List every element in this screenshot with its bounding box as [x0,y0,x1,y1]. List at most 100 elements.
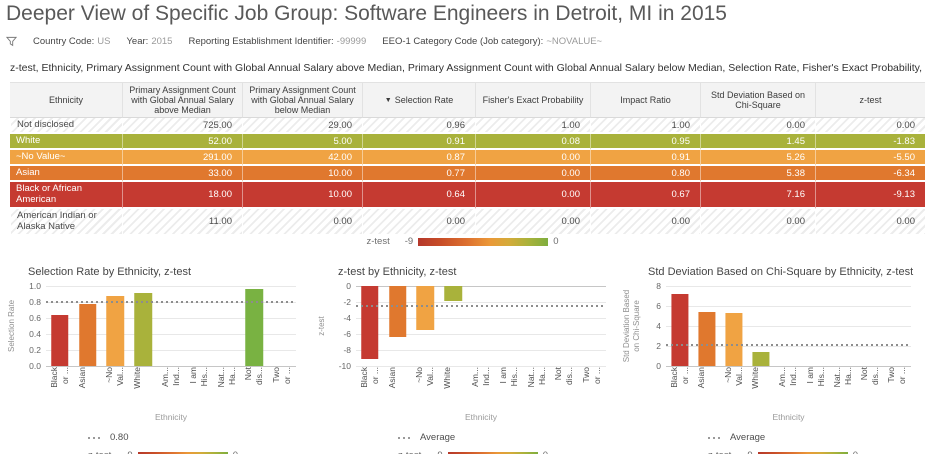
column-header-5[interactable]: Impact Ratio [590,82,700,118]
x-tick-label[interactable]: Two or ... [271,367,292,385]
x-tick-label[interactable]: Black or ... [358,367,380,388]
reference-line[interactable] [356,305,606,308]
color-gradient-bar [757,451,848,454]
x-tick-label[interactable]: I am His... [187,367,209,387]
x-tick-label[interactable]: ~No Val... [723,367,744,386]
x-tick-label[interactable]: Not dis... [859,367,880,385]
refline-legend[interactable]: Average [708,432,925,443]
x-tick-slot: White [439,366,467,412]
bar[interactable] [725,313,743,366]
filter-item-3[interactable]: EEO-1 Category Code (Job category): ~NOVA… [382,36,602,47]
x-tick-label[interactable]: White [442,367,453,389]
x-tick-slot: Nat... Ha... [829,366,856,412]
x-tick-label[interactable]: Am... Ind... [777,367,799,387]
value-cell: 0.80 [590,166,700,182]
y-tick-label: 0.4 [29,329,41,339]
legend-max: 0 [853,450,858,454]
filter-item-0[interactable]: Country Code: US [33,36,110,47]
gradient-legend[interactable]: z-test -9 0 [398,450,620,454]
x-tick-label[interactable]: ~No Val... [104,367,126,386]
x-tick-label[interactable]: Asian [695,367,706,389]
bar[interactable] [78,304,97,366]
filter-item-1[interactable]: Year: 2015 [126,36,172,47]
x-tick-label[interactable]: Two or ... [886,367,907,385]
x-tick-label[interactable]: Nat... Ha... [525,367,547,388]
table-row[interactable]: American Indian or Alaska Native 11.00 0.0… [10,208,925,236]
table-row[interactable]: Black or African American 18.00 10.00 0.64 0… [10,182,925,209]
bar[interactable] [444,286,462,301]
value-cell: 42.00 [242,150,362,166]
reference-line[interactable] [46,301,296,303]
column-header-3[interactable]: ▼ Selection Rate [362,82,475,118]
gradient-legend[interactable]: z-test -9 0 [88,450,310,454]
chart-body: z-test 0 -2 -4 -6 -8 -10 Black or ... Asian ~No V… [314,281,620,424]
gridline [666,366,911,367]
x-tick-slot: Asian [74,366,102,412]
table-color-legend[interactable]: z-test -9 0 [0,236,925,247]
x-tick-label[interactable]: White [132,367,143,389]
gridline [666,326,911,327]
x-tick-label[interactable]: Am... Ind... [470,367,491,387]
value-cell: 0.00 [475,150,590,166]
value-cell: 1.00 [590,118,700,134]
gridline [666,286,911,287]
reference-line[interactable] [666,343,911,346]
x-tick-label[interactable]: I am His... [804,367,826,387]
x-tick-label[interactable]: White [750,367,761,389]
column-header-0[interactable]: Ethnicity [10,82,122,118]
x-tick-label[interactable]: Nat... Ha... [215,367,237,388]
bar[interactable] [134,293,152,366]
x-tick-label[interactable]: Am... Ind... [160,367,181,387]
y-tick-label: 0 [346,281,351,291]
x-tick-label[interactable]: Black or ... [668,367,690,388]
gradient-legend[interactable]: z-test -9 0 [708,450,925,454]
x-tick-label[interactable]: ~No Val... [414,367,436,386]
bar[interactable] [106,296,125,366]
bar[interactable] [698,312,716,366]
color-gradient-bar [418,237,549,246]
column-header-2[interactable]: Primary Assignment Count with Global Ann… [242,82,362,118]
column-header-4[interactable]: Fisher's Exact Probability [475,82,590,118]
filter-value: -99999 [336,36,367,47]
x-tick-label[interactable]: I am His... [497,367,519,387]
y-tick-label: 0.2 [29,345,41,355]
refline-legend-label: Average [730,432,766,443]
column-header-7[interactable]: z-test [815,82,925,118]
x-axis-title: Ethnicity [154,412,188,422]
column-header-label: Primary Assignment Count with Global Ann… [249,85,356,115]
table-header-row: Ethnicity Primary Assignment Count with G… [10,82,925,118]
bar[interactable] [51,314,69,366]
x-tick-slot: Two or ... [578,366,606,412]
sort-descending-icon[interactable]: ▼ [384,96,392,104]
x-tick-label[interactable]: Asian [386,367,397,389]
x-tick-label[interactable]: Not dis... [553,367,574,385]
bar[interactable] [671,294,689,366]
x-tick-label[interactable]: Two or ... [581,367,602,385]
table-row[interactable]: Asian 33.00 10.00 0.77 0.00 0.80 5.38 -6.34 [10,166,925,182]
filter-item-2[interactable]: Reporting Establishment Identifier: -9999… [188,36,366,47]
bar[interactable] [752,351,770,366]
refline-legend[interactable]: Average [398,432,620,443]
chart-title: z-test by Ethnicity, z-test [338,266,457,278]
column-header-6[interactable]: Std Deviation Based on Chi-Square [700,82,815,118]
x-tick-label[interactable]: Not dis... [243,367,264,385]
bar[interactable] [388,286,407,337]
table-row[interactable]: ~No Value~ 291.00 42.00 0.87 0.00 0.91 5.26 -5.… [10,150,925,166]
bar[interactable] [245,289,264,366]
y-axis-ticks: 0 -2 -4 -6 -8 -10 [330,281,356,371]
refline-legend[interactable]: 0.80 [88,432,310,443]
filter-bar: Country Code: US Year: 2015 Reporting Establ… [6,36,602,47]
gridline [46,334,296,335]
table-row[interactable]: Not disclosed 725.00 29.00 0.96 1.00 1.00 0.00… [10,118,925,134]
value-cell: 291.00 [122,150,242,166]
bar[interactable] [361,286,379,360]
value-cell: 0.96 [362,118,475,134]
column-header-1[interactable]: Primary Assignment Count with Global Ann… [122,82,242,118]
x-tick-label[interactable]: Asian [76,367,87,389]
legend-title: z-test [398,450,421,454]
refline-legend-label: Average [420,432,456,443]
x-tick-label[interactable]: Black or ... [48,367,70,388]
x-tick-label[interactable]: Nat... Ha... [831,367,853,388]
bar[interactable] [416,286,435,330]
table-row[interactable]: White 52.00 5.00 0.91 0.08 0.95 1.45 -1.83 [10,134,925,150]
